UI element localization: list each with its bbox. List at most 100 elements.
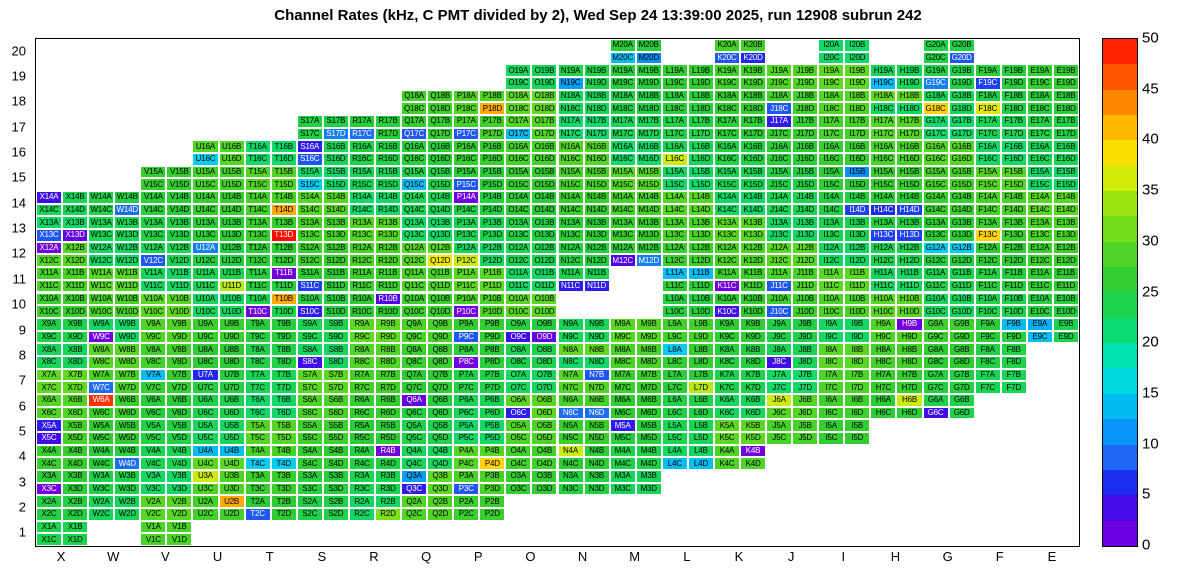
heatmap-cell: N17D bbox=[583, 127, 610, 141]
heatmap-cell: G12C bbox=[922, 254, 949, 268]
heatmap-cell: Q2D bbox=[427, 507, 454, 521]
heatmap-cell: E16D bbox=[1052, 153, 1079, 166]
colorbar-tick-label: 40 bbox=[1142, 130, 1159, 148]
heatmap-cell: S3B bbox=[322, 469, 349, 483]
heatmap-cell: M20D bbox=[635, 51, 662, 65]
heatmap-cell: P7D bbox=[479, 381, 506, 394]
heatmap-cell: K20A bbox=[713, 39, 740, 52]
heatmap-cell: L10A bbox=[661, 292, 688, 306]
heatmap-cell: O19D bbox=[531, 77, 558, 90]
y-axis-label: 1 bbox=[18, 524, 26, 540]
heatmap-cell: O13A bbox=[505, 216, 532, 230]
heatmap-cell: X6A bbox=[36, 393, 63, 407]
heatmap-cell: I9A bbox=[818, 317, 845, 331]
heatmap-cell: E11C bbox=[1026, 279, 1053, 293]
heatmap-cell: T12B bbox=[270, 241, 297, 255]
heatmap-cell: P8D bbox=[479, 355, 506, 369]
heatmap-cell: Q13C bbox=[401, 229, 428, 242]
heatmap-cell: G7D bbox=[948, 381, 975, 394]
heatmap-cell: H8B bbox=[896, 343, 923, 356]
heatmap-cell: G19B bbox=[948, 64, 975, 78]
heatmap-cell: Q3A bbox=[401, 469, 428, 483]
heatmap-cell: L14A bbox=[661, 191, 688, 204]
heatmap-cell: K4C bbox=[713, 457, 740, 470]
heatmap-cell: K20B bbox=[740, 39, 767, 52]
heatmap-cell: J7A bbox=[766, 368, 793, 382]
heatmap-cell: P5A bbox=[453, 419, 480, 432]
heatmap-cell: Q17D bbox=[427, 127, 454, 141]
heatmap-cell: R8B bbox=[374, 343, 402, 356]
heatmap-cell: W12A bbox=[88, 241, 115, 255]
heatmap-cell: X7D bbox=[62, 381, 89, 394]
heatmap-cell: S4A bbox=[296, 444, 323, 458]
heatmap-cell: J9B bbox=[792, 317, 819, 331]
heatmap-cell: S8A bbox=[296, 343, 323, 356]
heatmap-cell: V2A bbox=[140, 495, 167, 508]
heatmap-cell: T4C bbox=[244, 457, 271, 470]
heatmap-cell: O6D bbox=[531, 406, 558, 420]
heatmap-cell: N18C bbox=[557, 102, 584, 116]
heatmap-cell: T8A bbox=[244, 343, 271, 356]
heatmap-cell: W9D bbox=[114, 330, 141, 344]
heatmap-cell: K15D bbox=[740, 178, 767, 192]
heatmap-cell: I13C bbox=[818, 229, 845, 242]
heatmap-cell: T8C bbox=[244, 355, 271, 369]
heatmap-cell: E12D bbox=[1052, 254, 1079, 268]
heatmap-cell: G8D bbox=[948, 355, 975, 369]
heatmap-cell: I7D bbox=[844, 381, 871, 394]
x-axis-label: S bbox=[317, 549, 327, 564]
heatmap-cell: N5A bbox=[557, 419, 584, 432]
heatmap-cell: T16D bbox=[270, 153, 297, 166]
heatmap-cell: X9C bbox=[36, 330, 63, 344]
heatmap-cell: V14C bbox=[140, 203, 167, 217]
heatmap-cell: I18A bbox=[818, 89, 845, 103]
heatmap-cell: M19A bbox=[609, 64, 636, 78]
heatmap-cell: G16D bbox=[948, 153, 975, 166]
heatmap-cell: M6B bbox=[635, 393, 662, 407]
heatmap-cell: R10C bbox=[348, 305, 375, 318]
heatmap-cell: R17B bbox=[374, 115, 402, 128]
heatmap-cell: P12B bbox=[479, 241, 506, 255]
heatmap-cell: L8C bbox=[661, 355, 688, 369]
heatmap-cell: G6B bbox=[948, 393, 975, 407]
heatmap-cell: N3C bbox=[557, 482, 584, 496]
heatmap-cell: R8C bbox=[348, 355, 375, 369]
heatmap-cell: G18A bbox=[922, 89, 949, 103]
heatmap-cell: O9B bbox=[531, 317, 558, 331]
heatmap-cell: O15A bbox=[505, 165, 532, 179]
heatmap-cell: W8A bbox=[88, 343, 115, 356]
heatmap-cell: I9D bbox=[844, 330, 871, 344]
heatmap-cell: O5D bbox=[531, 431, 558, 445]
heatmap-cell: S12C bbox=[296, 254, 323, 268]
heatmap-cell: J15B bbox=[792, 165, 819, 179]
heatmap-cell: M3D bbox=[635, 482, 662, 496]
x-axis-label: I bbox=[841, 549, 846, 564]
x-axis-label: R bbox=[369, 549, 379, 564]
heatmap-cell: G15D bbox=[948, 178, 975, 192]
heatmap-cell: F9B bbox=[1000, 317, 1027, 331]
heatmap-cell: L9C bbox=[661, 330, 688, 344]
heatmap-cell: S11B bbox=[322, 267, 349, 280]
heatmap-cell: P14C bbox=[453, 203, 480, 217]
heatmap-cell: O12A bbox=[505, 241, 532, 255]
heatmap-cell: P15B bbox=[479, 165, 506, 179]
heatmap-cell: E17D bbox=[1052, 127, 1079, 141]
x-axis-label: F bbox=[995, 549, 1004, 564]
heatmap-cell: G8B bbox=[948, 343, 975, 356]
heatmap-cell: L7D bbox=[687, 381, 714, 394]
heatmap-cell: I11A bbox=[818, 267, 845, 280]
heatmap-cell: I20D bbox=[844, 51, 871, 65]
heatmap-cell: V2D bbox=[166, 507, 193, 521]
heatmap-cell: W14D bbox=[114, 203, 141, 217]
heatmap-cell: U4A bbox=[192, 444, 219, 458]
heatmap-cell: S7C bbox=[296, 381, 323, 394]
heatmap-cell: G14D bbox=[948, 203, 975, 217]
heatmap-cell: K12C bbox=[713, 254, 740, 268]
heatmap-cell: L9D bbox=[687, 330, 714, 344]
heatmap-cell: U6C bbox=[192, 406, 219, 420]
heatmap-cell: G19D bbox=[948, 77, 975, 90]
heatmap-cell: I6B bbox=[844, 393, 871, 407]
heatmap-cell: J12B bbox=[792, 241, 819, 255]
heatmap-cell: L5D bbox=[687, 431, 714, 445]
heatmap-cell: H18C bbox=[870, 102, 897, 116]
